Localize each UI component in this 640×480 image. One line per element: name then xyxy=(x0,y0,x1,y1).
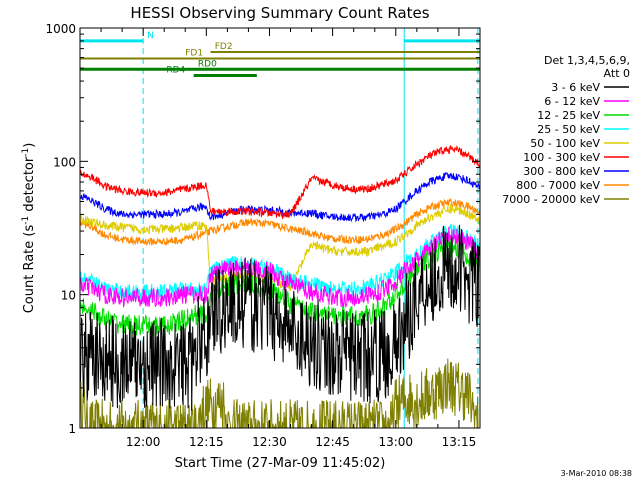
y-axis-label-part3: ) xyxy=(22,143,37,148)
series-line-100-300keV xyxy=(79,144,481,220)
legend-entry-label: 50 - 100 keV xyxy=(530,137,600,150)
y-axis-label-part2: detector xyxy=(22,156,37,216)
axis-layer: 1 10 100 1000 12:00 12:15 12:30 12:45 13:00 13:15 xyxy=(45,22,481,449)
x-tick-label: 13:00 xyxy=(378,435,413,449)
legend-entry-label: 12 - 25 keV xyxy=(537,109,600,122)
y-tick-label: 10 xyxy=(61,289,76,303)
y-axis-label: Count Rate (s-1 detector-1) xyxy=(21,143,37,314)
legend-entry-label: 800 - 7000 keV xyxy=(516,179,600,192)
legend-entry-label: 6 - 12 keV xyxy=(544,95,600,108)
series-line-3-6keV xyxy=(79,224,481,411)
x-tick-label: 12:00 xyxy=(126,435,161,449)
series-line-300-800keV xyxy=(79,171,481,223)
y-axis-label-sup1: -1 xyxy=(21,216,31,225)
flag-label-rd0: RD0 xyxy=(198,59,217,69)
y-axis-label-part1: Count Rate (s xyxy=(22,225,37,314)
timestamp-stamp: 3-Mar-2010 08:38 xyxy=(561,469,632,478)
x-tick-label: 12:45 xyxy=(315,435,350,449)
y-tick-label: 100 xyxy=(53,155,76,169)
legend-header-attenuator: Att 0 xyxy=(604,67,630,80)
x-tick-label: 12:15 xyxy=(189,435,224,449)
y-axis-label-sup2: -1 xyxy=(21,148,31,157)
legend-entry-label: 7000 - 20000 keV xyxy=(502,193,600,206)
y-tick-label: 1 xyxy=(68,422,76,436)
x-axis-label: Start Time (27-Mar-09 11:45:02) xyxy=(175,456,386,471)
legend-header-detectors: Det 1,3,4,5,6,9, xyxy=(544,54,630,67)
chart-title: HESSI Observing Summary Count Rates xyxy=(130,4,429,22)
legend-entry-label: 100 - 300 keV xyxy=(523,151,600,164)
series-line-50-100keV xyxy=(79,204,480,292)
series-line-800-7000keV xyxy=(79,197,481,246)
flag-label-fd1: FD1 xyxy=(185,49,203,59)
flag-label-rd4: RD4 xyxy=(166,66,185,76)
x-tick-label: 12:30 xyxy=(252,435,287,449)
series-line-7000-20000keV xyxy=(79,358,480,430)
plot-frame xyxy=(79,27,481,429)
x-tick-label: 13:15 xyxy=(442,435,477,449)
flag-layer: N FD1 FD2 RD0 RD4 xyxy=(80,31,480,78)
legend-entry-label: 3 - 6 keV xyxy=(551,81,600,94)
legend-entry-label: 25 - 50 keV xyxy=(537,123,600,136)
y-tick-label: 1000 xyxy=(45,22,76,36)
legend-entry-label: 300 - 800 keV xyxy=(523,165,600,178)
flag-label-n: N xyxy=(147,31,154,41)
data-layer xyxy=(79,28,481,430)
flag-label-fd2: FD2 xyxy=(215,42,233,52)
series-line-6-12keV xyxy=(79,226,481,309)
series-line-12-25keV xyxy=(79,236,481,337)
